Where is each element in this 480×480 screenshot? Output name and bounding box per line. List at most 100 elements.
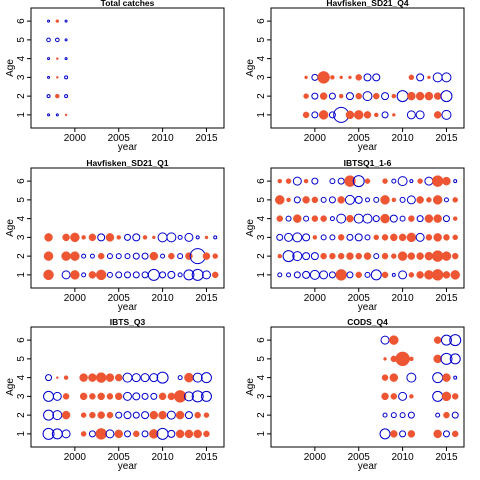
positive-residual-bubble <box>47 57 51 61</box>
positive-residual-bubble <box>397 176 408 187</box>
x-tick-label: 2005 <box>348 452 371 463</box>
y-tick-label: 5 <box>16 197 27 203</box>
positive-residual-bubble <box>399 412 406 419</box>
positive-residual-bubble <box>46 94 51 99</box>
positive-residual-bubble <box>132 233 141 242</box>
negative-residual-bubble <box>442 176 451 186</box>
negative-residual-bubble <box>391 93 397 99</box>
negative-residual-bubble <box>149 251 159 261</box>
positive-residual-bubble <box>399 430 407 438</box>
positive-residual-bubble <box>320 234 327 241</box>
negative-residual-bubble <box>88 373 97 382</box>
positive-residual-bubble <box>195 235 200 240</box>
positive-residual-bubble <box>150 392 158 400</box>
positive-residual-bubble <box>183 269 195 281</box>
negative-residual-bubble <box>43 251 54 261</box>
positive-residual-bubble <box>191 268 204 281</box>
positive-residual-bubble <box>42 427 55 440</box>
positive-residual-bubble <box>328 92 336 100</box>
positive-residual-bubble <box>55 113 59 117</box>
negative-residual-bubble <box>285 178 292 184</box>
negative-residual-bubble <box>317 71 330 84</box>
negative-residual-bubble <box>426 197 432 203</box>
positive-residual-bubble <box>442 430 450 438</box>
positive-residual-bubble <box>45 374 53 382</box>
negative-residual-bubble <box>89 411 96 419</box>
negative-residual-bubble <box>116 235 121 240</box>
negative-residual-bubble <box>416 252 424 260</box>
x-tick-label: 2005 <box>108 133 131 144</box>
x-tick-label: 2005 <box>348 293 371 304</box>
y-tick-label: 6 <box>256 178 267 184</box>
positive-residual-bubble <box>432 372 444 384</box>
negative-residual-bubble <box>337 196 345 204</box>
negative-residual-bubble <box>381 234 389 241</box>
negative-residual-bubble <box>442 373 451 382</box>
positive-residual-bubble <box>200 372 212 384</box>
positive-residual-bubble <box>443 197 449 203</box>
positive-residual-bubble <box>424 176 434 186</box>
negative-residual-bubble <box>373 92 380 100</box>
y-tick-label: 1 <box>256 112 267 118</box>
negative-residual-bubble <box>95 428 107 440</box>
positive-residual-bubble <box>52 410 63 421</box>
positive-residual-bubble <box>381 111 389 119</box>
x-tick-label: 2005 <box>348 133 371 144</box>
positive-residual-bubble <box>379 428 391 440</box>
positive-residual-bubble <box>177 375 183 381</box>
x-tick-label: 2000 <box>64 452 87 463</box>
negative-residual-bubble <box>80 412 87 418</box>
chart-panel: IBTS_Q3 2000 2005 2010 2015 1 2 3 4 5 6 year Age <box>5 317 225 472</box>
negative-residual-bubble <box>329 252 336 260</box>
positive-residual-bubble <box>64 94 69 99</box>
positive-residual-bubble <box>132 271 140 279</box>
positive-residual-bubble <box>47 113 51 117</box>
negative-residual-bubble <box>70 232 80 243</box>
negative-residual-bubble <box>318 110 329 120</box>
positive-residual-bubble <box>364 234 371 241</box>
positive-residual-bubble <box>201 270 211 280</box>
negative-residual-bubble <box>344 175 356 187</box>
negative-residual-bubble <box>431 269 444 281</box>
positive-residual-bubble <box>372 73 381 82</box>
positive-residual-bubble <box>132 392 141 401</box>
y-tick-label: 4 <box>256 55 267 61</box>
positive-residual-bubble <box>147 268 160 281</box>
plot-frame <box>270 7 465 129</box>
positive-residual-bubble <box>336 213 347 224</box>
plot-frame <box>30 326 225 448</box>
negative-residual-bubble <box>149 429 159 439</box>
negative-residual-bubble <box>43 269 54 281</box>
positive-residual-bubble <box>432 72 443 83</box>
positive-residual-bubble <box>390 412 397 419</box>
positive-residual-bubble <box>399 196 406 203</box>
negative-residual-bubble <box>303 93 309 99</box>
negative-residual-bubble <box>175 429 185 439</box>
x-tick-label: 2015 <box>435 293 458 304</box>
positive-residual-bubble <box>46 37 51 43</box>
positive-residual-bubble <box>89 253 95 259</box>
positive-residual-bubble <box>435 412 441 418</box>
negative-residual-bubble <box>70 270 80 280</box>
y-tick-label: 2 <box>256 253 267 259</box>
positive-residual-bubble <box>416 215 424 223</box>
positive-residual-bubble <box>391 178 397 184</box>
negative-residual-bubble <box>79 373 88 382</box>
y-tick-label: 1 <box>16 112 27 118</box>
negative-residual-bubble <box>89 393 96 400</box>
negative-residual-bubble <box>416 196 424 204</box>
negative-residual-bubble <box>346 252 354 260</box>
negative-residual-bubble <box>303 178 309 184</box>
x-tick-label: 2010 <box>391 133 414 144</box>
negative-residual-bubble <box>416 271 424 279</box>
negative-residual-bubble <box>133 430 140 438</box>
negative-residual-bubble <box>443 411 450 419</box>
positive-residual-bubble <box>328 271 336 279</box>
y-tick-label: 5 <box>256 356 267 362</box>
y-tick-label: 6 <box>256 337 267 343</box>
chart-title: CODS_Q4 <box>347 317 388 327</box>
negative-residual-bubble <box>80 431 87 437</box>
x-tick-label: 2010 <box>391 293 414 304</box>
negative-residual-bubble <box>452 197 458 203</box>
y-tick-label: 3 <box>256 393 267 399</box>
